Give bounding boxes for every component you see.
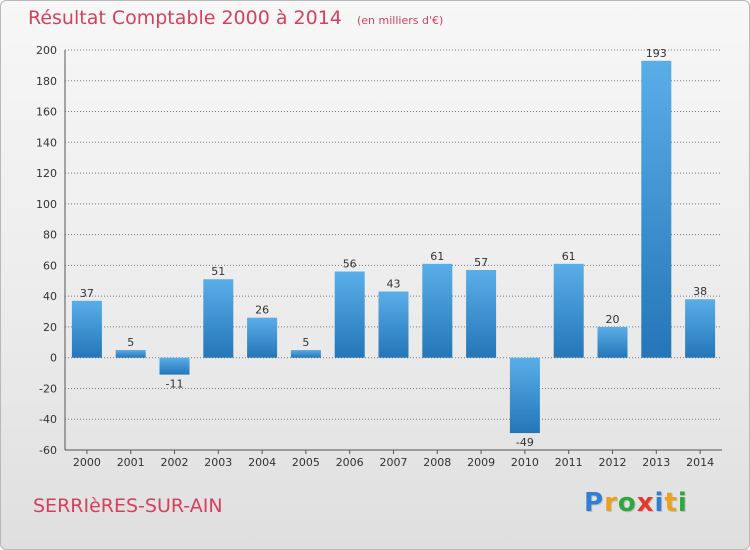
x-tick-label: 2013 <box>642 456 670 469</box>
y-tick-label: 80 <box>43 229 57 242</box>
bar <box>641 60 672 358</box>
x-tick-label: 2010 <box>511 456 539 469</box>
data-label: 38 <box>693 285 707 298</box>
chart-subtitle: (en milliers d'€) <box>356 14 444 27</box>
data-label: 26 <box>255 304 269 317</box>
brand-letter: i <box>654 488 665 518</box>
brand-letter: x <box>636 488 655 518</box>
bar <box>509 357 540 434</box>
brand-letter: r <box>604 488 618 518</box>
bar <box>685 299 716 358</box>
x-tick-label: 2009 <box>467 456 495 469</box>
bar <box>159 357 190 375</box>
bar <box>247 317 278 358</box>
data-label: -49 <box>516 436 534 449</box>
brand-letter: P <box>584 488 605 518</box>
y-tick-label: -40 <box>39 413 57 426</box>
x-tick-label: 2004 <box>248 456 276 469</box>
brand-letter: t <box>664 488 678 518</box>
x-tick-label: 2003 <box>204 456 232 469</box>
y-tick-label: 0 <box>50 352 57 365</box>
bar <box>290 350 321 358</box>
y-tick-label: 200 <box>36 44 57 57</box>
bar <box>115 350 146 358</box>
bar <box>378 291 409 358</box>
y-tick-label: 180 <box>36 75 57 88</box>
x-tick-label: 2014 <box>686 456 714 469</box>
y-tick-label: 140 <box>36 136 57 149</box>
data-label: 43 <box>387 278 401 291</box>
data-label: 56 <box>343 258 357 271</box>
bar <box>334 271 365 358</box>
commune-name: SERRIèRES-SUR-AIN <box>33 495 223 517</box>
y-tick-label: -20 <box>39 382 57 395</box>
x-tick-label: 2002 <box>161 456 189 469</box>
bar <box>466 270 497 358</box>
chart-title: Résultat Comptable 2000 à 2014 <box>28 7 342 29</box>
bar <box>553 263 584 358</box>
data-label: -11 <box>166 378 184 391</box>
x-tick-label: 2006 <box>336 456 364 469</box>
data-label: 57 <box>474 256 488 269</box>
bar <box>597 326 628 358</box>
x-tick-label: 2008 <box>423 456 451 469</box>
data-label: 61 <box>430 250 444 263</box>
y-tick-label: 100 <box>36 198 57 211</box>
data-label: 193 <box>646 47 667 60</box>
y-tick-label: -60 <box>39 444 57 457</box>
data-label: 37 <box>80 287 94 300</box>
y-tick-label: 40 <box>43 290 57 303</box>
brand-logo: Proxiti <box>584 488 688 518</box>
y-tick-label: 20 <box>43 321 57 334</box>
title-row: Résultat Comptable 2000 à 2014 (en milli… <box>28 7 443 29</box>
y-tick-label: 60 <box>43 259 57 272</box>
x-tick-label: 2012 <box>599 456 627 469</box>
x-tick-label: 2007 <box>380 456 408 469</box>
x-tick-label: 2005 <box>292 456 320 469</box>
data-label: 51 <box>211 265 225 278</box>
brand-letter: o <box>617 488 637 518</box>
bar <box>203 279 234 358</box>
data-label: 5 <box>127 336 134 349</box>
x-tick-label: 2001 <box>117 456 145 469</box>
y-tick-label: 160 <box>36 106 57 119</box>
brand-letter: i <box>677 488 688 518</box>
data-label: 20 <box>606 313 620 326</box>
y-tick-label: 120 <box>36 167 57 180</box>
data-label: 5 <box>302 336 309 349</box>
bar <box>422 263 453 358</box>
bar <box>71 300 102 358</box>
x-tick-label: 2011 <box>555 456 583 469</box>
data-label: 61 <box>562 250 576 263</box>
x-tick-label: 2000 <box>73 456 101 469</box>
